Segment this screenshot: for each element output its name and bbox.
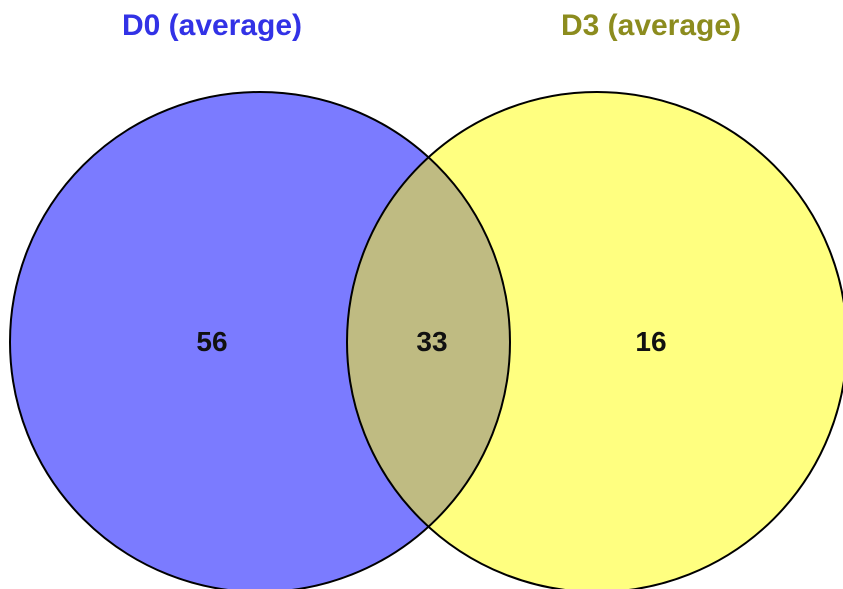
count-d3-only: 16 (635, 326, 666, 357)
set-outline-d3 (346, 91, 843, 589)
set-title-d3: D3 (average) (561, 9, 741, 42)
count-d0-only: 56 (196, 326, 227, 357)
set-outline-d0 (9, 91, 511, 589)
count-both: 33 (416, 326, 447, 357)
intersection-region (347, 92, 510, 589)
set-title-d0: D0 (average) (122, 9, 302, 42)
